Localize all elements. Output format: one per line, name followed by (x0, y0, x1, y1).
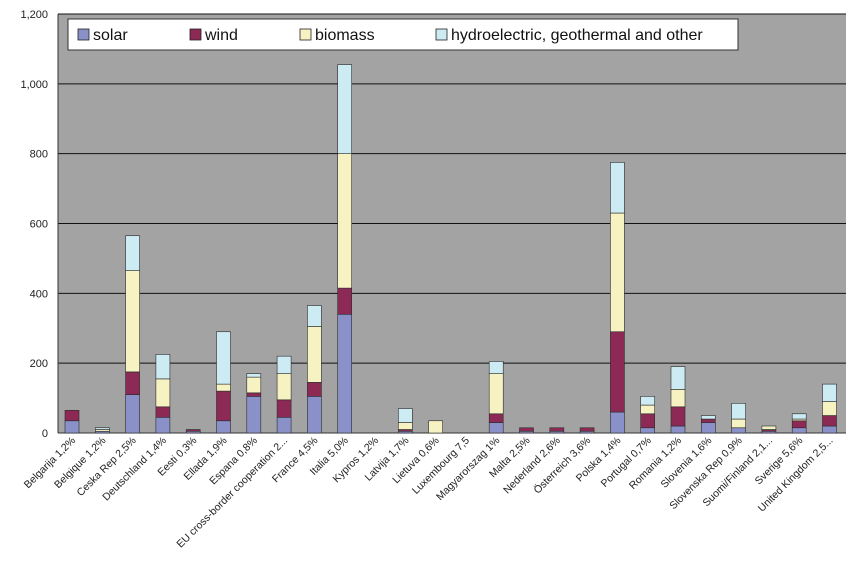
bar-segment-biomass (246, 376, 262, 394)
bar-segment-solar (276, 416, 292, 434)
bar-segment-wind (519, 427, 534, 432)
bar-segment-biomass (155, 378, 171, 408)
bar-segment-solar (246, 396, 262, 434)
bar-segment-solar (125, 394, 140, 434)
legend-box (67, 18, 739, 51)
bar-segment-wind (488, 413, 504, 423)
bar-segment-wind (246, 392, 262, 397)
legend-swatch-wind (189, 28, 202, 41)
bar-segment-wind (185, 429, 201, 432)
bar-segment-hydro (125, 235, 140, 271)
bar-segment-wind (276, 399, 292, 418)
bar-segment-hydro (95, 427, 110, 430)
bar-segment-hydro (246, 373, 262, 378)
bar-segment-hydro (822, 383, 837, 402)
bar-segment-hydro (307, 305, 322, 327)
bar-segment-biomass (822, 401, 837, 416)
bar-segment-hydro (216, 331, 231, 385)
y-tick-label: 1,000 (20, 79, 48, 91)
bar-segment-wind (125, 371, 140, 395)
bar-segment-hydro (488, 361, 504, 374)
bar-segment-hydro (700, 415, 716, 420)
bar-segment-wind (670, 406, 686, 427)
bar-segment-solar (216, 420, 231, 434)
bar-segment-wind (307, 382, 322, 397)
bar-segment-wind (549, 427, 565, 432)
legend-label-biomass: biomass (315, 27, 375, 44)
y-tick-label: 400 (30, 288, 48, 300)
bar-segment-biomass (670, 389, 686, 408)
legend-swatch-solar (77, 28, 90, 41)
bar-segment-biomass (640, 404, 656, 415)
bar-segment-hydro (640, 396, 656, 406)
bar-segment-wind (700, 418, 716, 423)
bar-segment-hydro (791, 413, 807, 420)
bar-segment-biomass (276, 373, 292, 401)
bar-segment-solar (731, 427, 746, 434)
bar-segment-solar (64, 420, 80, 434)
bar-segment-solar (610, 411, 625, 434)
bar-segment-biomass (428, 420, 443, 434)
bar-segment-biomass (307, 326, 322, 383)
bar-segment-solar (640, 427, 656, 434)
legend-label-solar: solar (93, 27, 128, 44)
bar-segment-wind (822, 415, 837, 427)
bar-segment-wind (337, 287, 353, 315)
legend-label-hydro: hydroelectric, geothermal and other (451, 27, 703, 44)
legend-swatch-hydro (435, 28, 448, 41)
bar-segment-wind (216, 390, 231, 422)
bar-segment-wind (579, 427, 595, 432)
bar-segment-solar (791, 427, 807, 434)
legend-label-wind: wind (204, 27, 238, 44)
bar-segment-solar (337, 313, 353, 434)
bars (64, 64, 837, 434)
bar-segment-biomass (610, 212, 625, 333)
bar-segment-solar (307, 396, 322, 434)
bar-segment-solar (155, 416, 171, 434)
y-axis-ticks: 0 200 400 600 800 1,000 1,200 (20, 9, 48, 440)
bar-segment-biomass (125, 270, 140, 373)
bar-segment-wind (640, 413, 656, 429)
bar-segment-wind (64, 410, 80, 422)
bar-segment-hydro (155, 354, 171, 380)
bar-segment-wind (791, 420, 807, 429)
legend-swatch-biomass (299, 28, 312, 41)
y-tick-label: 200 (30, 358, 48, 370)
bar-segment-hydro (276, 355, 292, 374)
bar-segment-solar (700, 422, 716, 434)
bar-segment-solar (822, 425, 837, 434)
y-tick-label: 1,200 (20, 9, 48, 21)
bar-segment-solar (488, 422, 504, 434)
bar-segment-wind (155, 406, 171, 418)
bar-segment-hydro (337, 64, 353, 154)
bar-segment-biomass (731, 418, 746, 429)
legend: solar wind biomass hydroelectric, geotherma… (67, 18, 739, 51)
bar-segment-solar (670, 425, 686, 434)
bar-segment-biomass (216, 383, 231, 392)
y-tick-label: 800 (30, 149, 48, 161)
bar-segment-wind (610, 331, 625, 413)
y-tick-label: 0 (42, 428, 48, 440)
bar-segment-biomass (397, 422, 413, 430)
bar-segment-hydro (610, 162, 625, 214)
y-tick-label: 600 (30, 219, 48, 231)
bar-segment-hydro (670, 366, 686, 390)
bar-segment-biomass (488, 373, 504, 415)
bar-segment-hydro (397, 408, 413, 423)
bar-segment-biomass (761, 425, 777, 430)
bar-segment-hydro (731, 403, 746, 420)
bar-segment-biomass (337, 153, 353, 289)
